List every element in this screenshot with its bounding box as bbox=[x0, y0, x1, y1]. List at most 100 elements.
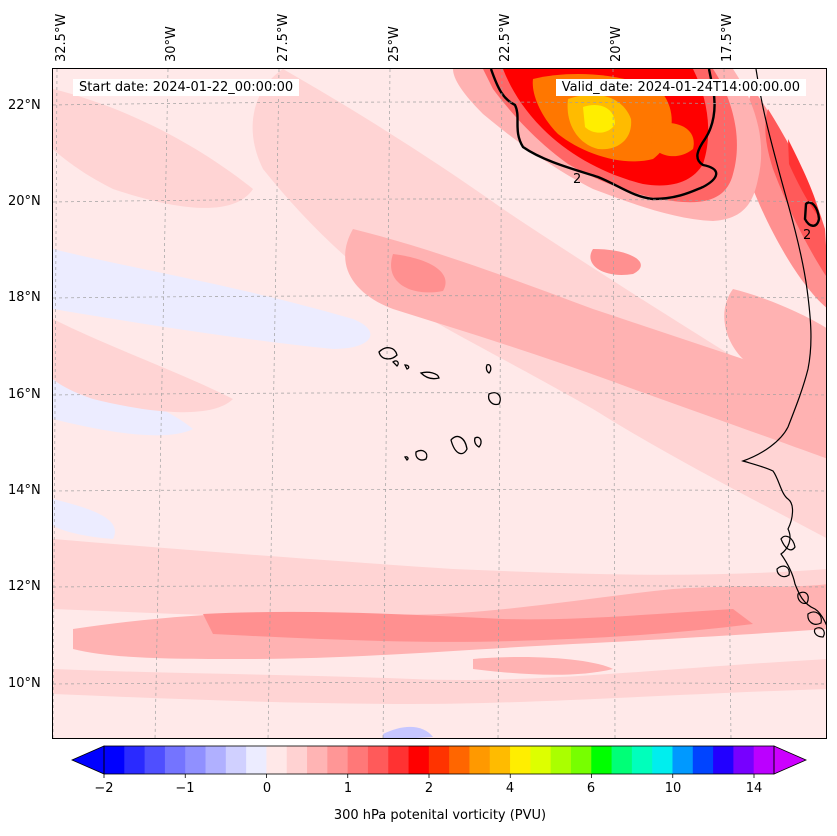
colorbar-cell bbox=[672, 746, 694, 774]
lat-label-14n: 14°N bbox=[8, 483, 41, 498]
cape-verde-islands bbox=[378, 347, 501, 461]
colorbar-cell bbox=[124, 746, 146, 774]
island-sao-vicente bbox=[392, 360, 399, 367]
lon-label-27-5w: 27.5°W bbox=[276, 13, 291, 62]
colorbar-cell bbox=[367, 746, 389, 774]
pv-region-north-anomaly-orange-east bbox=[651, 122, 694, 157]
pv-region-salmon-diagonal bbox=[345, 229, 826, 459]
pv-region-east-coast-red bbox=[765, 109, 826, 276]
african-coastline bbox=[741, 69, 826, 626]
lon-label-22-5w: 22.5°W bbox=[498, 13, 513, 62]
island-brava bbox=[403, 456, 409, 461]
colorbar-cell bbox=[266, 746, 288, 774]
island-maio bbox=[473, 436, 482, 448]
colorbar-extend-high bbox=[773, 745, 807, 775]
colorbar-extend-low bbox=[71, 745, 105, 775]
colorbar-tick-neg2: −2 bbox=[94, 781, 114, 796]
colorbar-cell bbox=[449, 746, 471, 774]
colorbar-cell bbox=[185, 746, 207, 774]
colorbar-cell bbox=[713, 746, 734, 774]
colorbar-cell bbox=[104, 746, 125, 774]
colorbar-cell bbox=[286, 746, 308, 774]
pv-field-map: 2 2 bbox=[53, 69, 826, 738]
island-santa-luzia bbox=[403, 364, 410, 370]
colorbar-cell bbox=[428, 746, 450, 774]
start-date-label: Start date: 2024-01-22_00:00:00 bbox=[73, 79, 300, 96]
colorbar-cell bbox=[652, 746, 674, 774]
island-santiago bbox=[450, 435, 468, 455]
colorbar-cell bbox=[611, 746, 633, 774]
pv-region-south-band-4 bbox=[53, 659, 826, 704]
pv-region-south-band-5 bbox=[473, 657, 613, 675]
colorbar-tick-neg1: −1 bbox=[175, 781, 195, 796]
graticule bbox=[53, 69, 826, 738]
pv-region-south-band-3 bbox=[203, 609, 753, 642]
colorbar-tick-0: 0 bbox=[262, 781, 272, 796]
pv-region-blue-band-nw bbox=[53, 249, 371, 349]
lon-label-32-5w: 32.5°W bbox=[54, 13, 69, 62]
island-boa-vista bbox=[487, 392, 501, 406]
pv-contour-label-east: 2 bbox=[803, 228, 811, 243]
map-panel: 2 2 bbox=[52, 68, 827, 739]
pv-region-pink-west bbox=[53, 319, 233, 413]
colorbar-cell bbox=[550, 746, 572, 774]
pv-contour-label-north: 2 bbox=[573, 172, 581, 187]
colorbar-cell bbox=[692, 746, 714, 774]
colorbar-cell bbox=[225, 746, 247, 774]
lon-label-25w: 25°W bbox=[387, 26, 402, 62]
lat-label-20n: 20°N bbox=[8, 194, 41, 209]
lat-label-18n: 18°N bbox=[8, 290, 41, 305]
colorbar-tick-14: 14 bbox=[745, 781, 763, 796]
island-fogo bbox=[415, 449, 428, 461]
colorbar-cell bbox=[530, 746, 552, 774]
pv-region-salmon-patch-center bbox=[391, 254, 446, 293]
colorbar-cell bbox=[489, 746, 511, 774]
island-santo-antao bbox=[378, 347, 398, 360]
pv-region-pink-nw bbox=[53, 89, 253, 208]
colorbar-tick-1: 1 bbox=[343, 781, 353, 796]
pv-region-north-anomaly-core bbox=[583, 104, 615, 133]
colorbar-cell bbox=[408, 746, 430, 774]
colorbar-cell bbox=[164, 746, 186, 774]
colorbar-cell bbox=[307, 746, 328, 774]
lon-label-20w: 20°W bbox=[609, 26, 624, 62]
pv-region-salmon-patch-east bbox=[590, 249, 641, 275]
colorbar-cell bbox=[469, 746, 491, 774]
senegal-gambia-detail bbox=[776, 535, 809, 604]
colorbar-cell bbox=[510, 746, 531, 774]
colorbar-tick-10: 10 bbox=[664, 781, 682, 796]
pv-region-blue-patch-s bbox=[383, 726, 433, 738]
colorbar-tick-2: 2 bbox=[424, 781, 434, 796]
colorbar-cell bbox=[733, 746, 755, 774]
colorbar-tick-4: 4 bbox=[505, 781, 515, 796]
colorbar-cell bbox=[205, 746, 227, 774]
lat-label-12n: 12°N bbox=[8, 579, 41, 594]
colorbar-cells bbox=[104, 746, 775, 774]
colorbar-cell bbox=[631, 746, 653, 774]
pv-region-blue-patch-sw bbox=[53, 499, 115, 539]
lon-label-17-5w: 17.5°W bbox=[720, 13, 735, 62]
colorbar-cell bbox=[388, 746, 410, 774]
colorbar-cell bbox=[570, 746, 592, 774]
colorbar-tick-6: 6 bbox=[586, 781, 596, 796]
pv-contour-2pvu-north bbox=[489, 69, 718, 201]
colorbar-cell bbox=[144, 746, 166, 774]
pv-region-east-coast-red-inner bbox=[788, 139, 821, 219]
colorbar-cell bbox=[753, 746, 775, 774]
colorbar-cell bbox=[246, 746, 268, 774]
lat-label-16n: 16°N bbox=[8, 387, 41, 402]
colorbar-cell bbox=[327, 746, 349, 774]
colorbar-ticks bbox=[103, 774, 755, 778]
lat-label-10n: 10°N bbox=[8, 676, 41, 691]
island-sao-nicolau bbox=[419, 371, 440, 380]
colorbar-label: 300 hPa potenital vorticity (PVU) bbox=[333, 808, 547, 823]
colorbar bbox=[71, 745, 807, 778]
valid-date-label: Valid_date: 2024-01-24T14:00:00.00 bbox=[555, 79, 806, 96]
colorbar-cell bbox=[591, 746, 613, 774]
lon-label-30w: 30°W bbox=[164, 26, 179, 62]
colorbar-outline bbox=[103, 745, 775, 775]
guinea-bissau-islands bbox=[807, 611, 825, 638]
pv-contour-2pvu-east bbox=[803, 201, 821, 227]
lat-label-22n: 22°N bbox=[8, 98, 41, 113]
island-sal bbox=[485, 364, 492, 374]
